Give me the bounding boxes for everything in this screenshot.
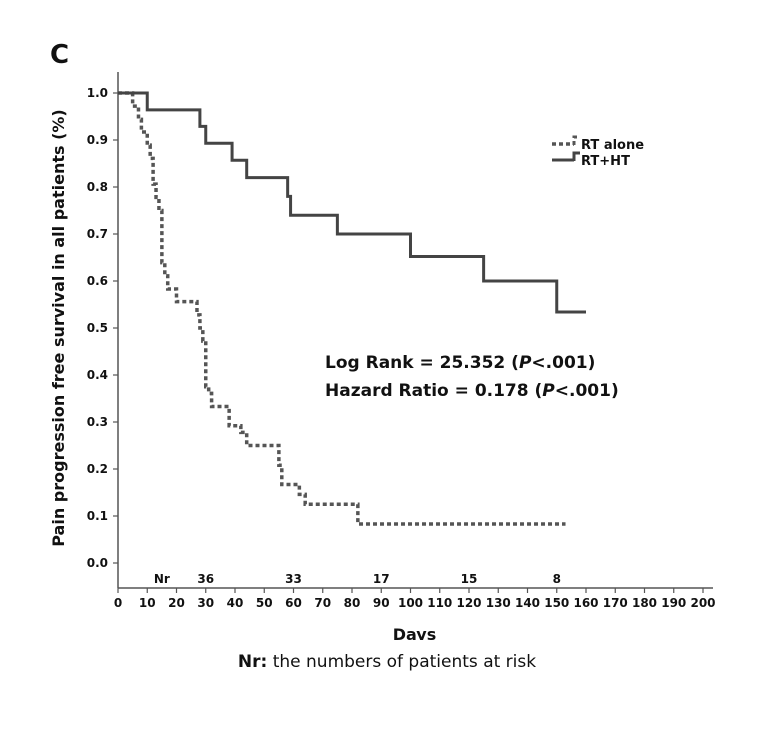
- x-tick-label: 140: [515, 596, 540, 610]
- y-tick-label: 0.8: [87, 180, 108, 194]
- x-tick-label: 50: [256, 596, 273, 610]
- at-risk-number: 8: [553, 572, 561, 586]
- footnote: Nr: the numbers of patients at risk: [0, 652, 774, 672]
- x-tick-label: 40: [227, 596, 244, 610]
- x-tick-label: 190: [661, 596, 686, 610]
- x-tick-label: 160: [573, 596, 598, 610]
- x-tick-label: 90: [373, 596, 390, 610]
- at-risk-label: Nr: [154, 572, 170, 586]
- y-tick-label: 0.5: [87, 321, 108, 335]
- footnote-text: the numbers of patients at risk: [267, 652, 537, 672]
- y-tick-label: 0.9: [87, 133, 108, 147]
- x-tick-label: 30: [197, 596, 214, 610]
- x-tick-label: 60: [285, 596, 302, 610]
- at-risk-number: 17: [373, 572, 390, 586]
- y-tick-label: 0.1: [87, 509, 108, 523]
- footnote-label: Nr:: [237, 652, 268, 672]
- x-tick-label: 0: [114, 596, 122, 610]
- x-tick-label: 70: [314, 596, 331, 610]
- stat-annotation: Log Rank = 25.352 (P<.001): [325, 353, 595, 373]
- stat-annotation: Hazard Ratio = 0.178 (P<.001): [325, 381, 619, 401]
- series-line-rt-alone: [118, 91, 566, 526]
- y-tick-label: 0.7: [87, 227, 108, 241]
- x-tick-label: 80: [344, 596, 361, 610]
- legend-swatch-hook: [572, 151, 580, 161]
- legend-label: RT alone: [581, 138, 644, 153]
- panel-label: C: [50, 40, 70, 70]
- y-tick-label: 0.4: [87, 368, 108, 382]
- x-tick-label: 10: [139, 596, 156, 610]
- x-tick-label: 200: [690, 596, 715, 610]
- x-tick-label: 110: [427, 596, 452, 610]
- at-risk-number: 33: [285, 572, 302, 586]
- at-risk-number: 36: [197, 572, 214, 586]
- x-tick-label: 150: [544, 596, 569, 610]
- x-tick-label: 100: [398, 596, 423, 610]
- x-tick-label: 130: [486, 596, 511, 610]
- y-tick-label: 0.0: [87, 556, 108, 570]
- x-tick-label: 170: [603, 596, 628, 610]
- y-tick-label: 0.6: [87, 274, 108, 288]
- y-tick-label: 0.2: [87, 462, 108, 476]
- legend-swatch-hook: [572, 135, 580, 145]
- series-line-rt-ht: [118, 91, 586, 314]
- y-tick-label: 1.0: [87, 86, 108, 100]
- x-tick-label: 180: [632, 596, 657, 610]
- y-tick-label: 0.3: [87, 415, 108, 429]
- survival-chart: 0.0 0.1 0.2 0.3 0.4 0.5 0.6 0.7 0.8 0.9 1.0 0 10 20 30…: [49, 72, 716, 640]
- y-axis-title: Pain progression free survival in all pa…: [49, 109, 68, 546]
- x-axis-title: Days: [393, 625, 437, 640]
- legend-label: RT+HT: [581, 154, 630, 169]
- x-tick-label: 120: [456, 596, 481, 610]
- x-tick-label: 20: [168, 596, 185, 610]
- at-risk-number: 15: [461, 572, 478, 586]
